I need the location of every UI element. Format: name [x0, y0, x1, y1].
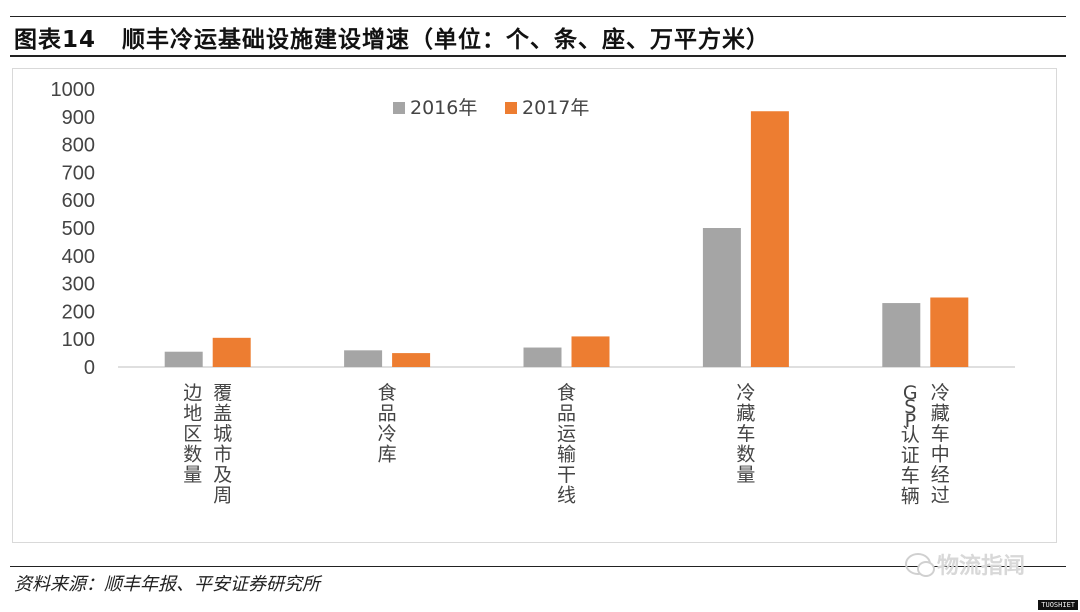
- legend-swatch: [505, 102, 517, 114]
- category-label: G S P 认证车辆: [901, 382, 920, 508]
- figure-number: 图表14: [14, 27, 97, 53]
- watermark-text: 物流指闻: [937, 554, 1026, 579]
- figure-title-text: 顺丰冷运基础设施建设增速（单位：个、条、座、万平方米）: [122, 27, 771, 53]
- category-label: 覆盖城市及周: [213, 382, 232, 507]
- chart-frame: 0 100 200 300 400 500 600 700 800 900 1000 边地区数量 覆盖城…: [12, 68, 1057, 543]
- bar: [882, 303, 921, 367]
- top-rule: [10, 16, 1066, 17]
- y-tick-label: 800: [62, 135, 95, 157]
- legend-label: 2016年: [410, 97, 477, 119]
- bar: [344, 350, 383, 367]
- y-tick-label: 100: [62, 329, 95, 351]
- y-tick-label: 1000: [51, 79, 96, 101]
- y-tick-label: 0: [84, 357, 95, 379]
- bar: [702, 228, 741, 367]
- bar: [212, 337, 251, 367]
- wechat-icon: [905, 553, 935, 577]
- bar: [523, 347, 562, 367]
- y-tick-label: 700: [62, 162, 95, 184]
- bar-chart: 0 100 200 300 400 500 600 700 800 900 1000 边地区数量覆盖城…: [51, 79, 1015, 508]
- footer-rule: [10, 566, 1066, 567]
- bar: [750, 111, 789, 367]
- watermark: 物流指闻: [905, 548, 1025, 580]
- category-label: 食品运输干线: [557, 382, 576, 507]
- title-rule: [10, 55, 1066, 57]
- source-note: 资料来源：顺丰年报、平安证券研究所: [14, 574, 320, 595]
- legend-label: 2017年: [522, 97, 589, 119]
- bar: [930, 297, 969, 367]
- corner-tag: TUOSHIET: [1038, 600, 1078, 610]
- category-label: 边地区数量: [183, 382, 202, 486]
- y-tick-label: 500: [62, 218, 95, 240]
- y-tick-label: 900: [62, 107, 95, 129]
- category-label: 食品冷库: [378, 382, 397, 466]
- bar: [164, 351, 203, 367]
- y-tick-label: 200: [62, 301, 95, 323]
- bar: [571, 336, 610, 367]
- figure-title: 图表14 顺丰冷运基础设施建设增速（单位：个、条、座、万平方米）: [14, 20, 770, 54]
- y-tick-label: 400: [62, 246, 95, 268]
- y-tick-label: 300: [62, 274, 95, 296]
- category-label: 冷藏车中经过: [931, 382, 950, 507]
- category-label: 冷藏车数量: [736, 382, 755, 486]
- bar: [392, 353, 431, 367]
- y-tick-label: 600: [62, 190, 95, 212]
- legend-swatch: [393, 102, 405, 114]
